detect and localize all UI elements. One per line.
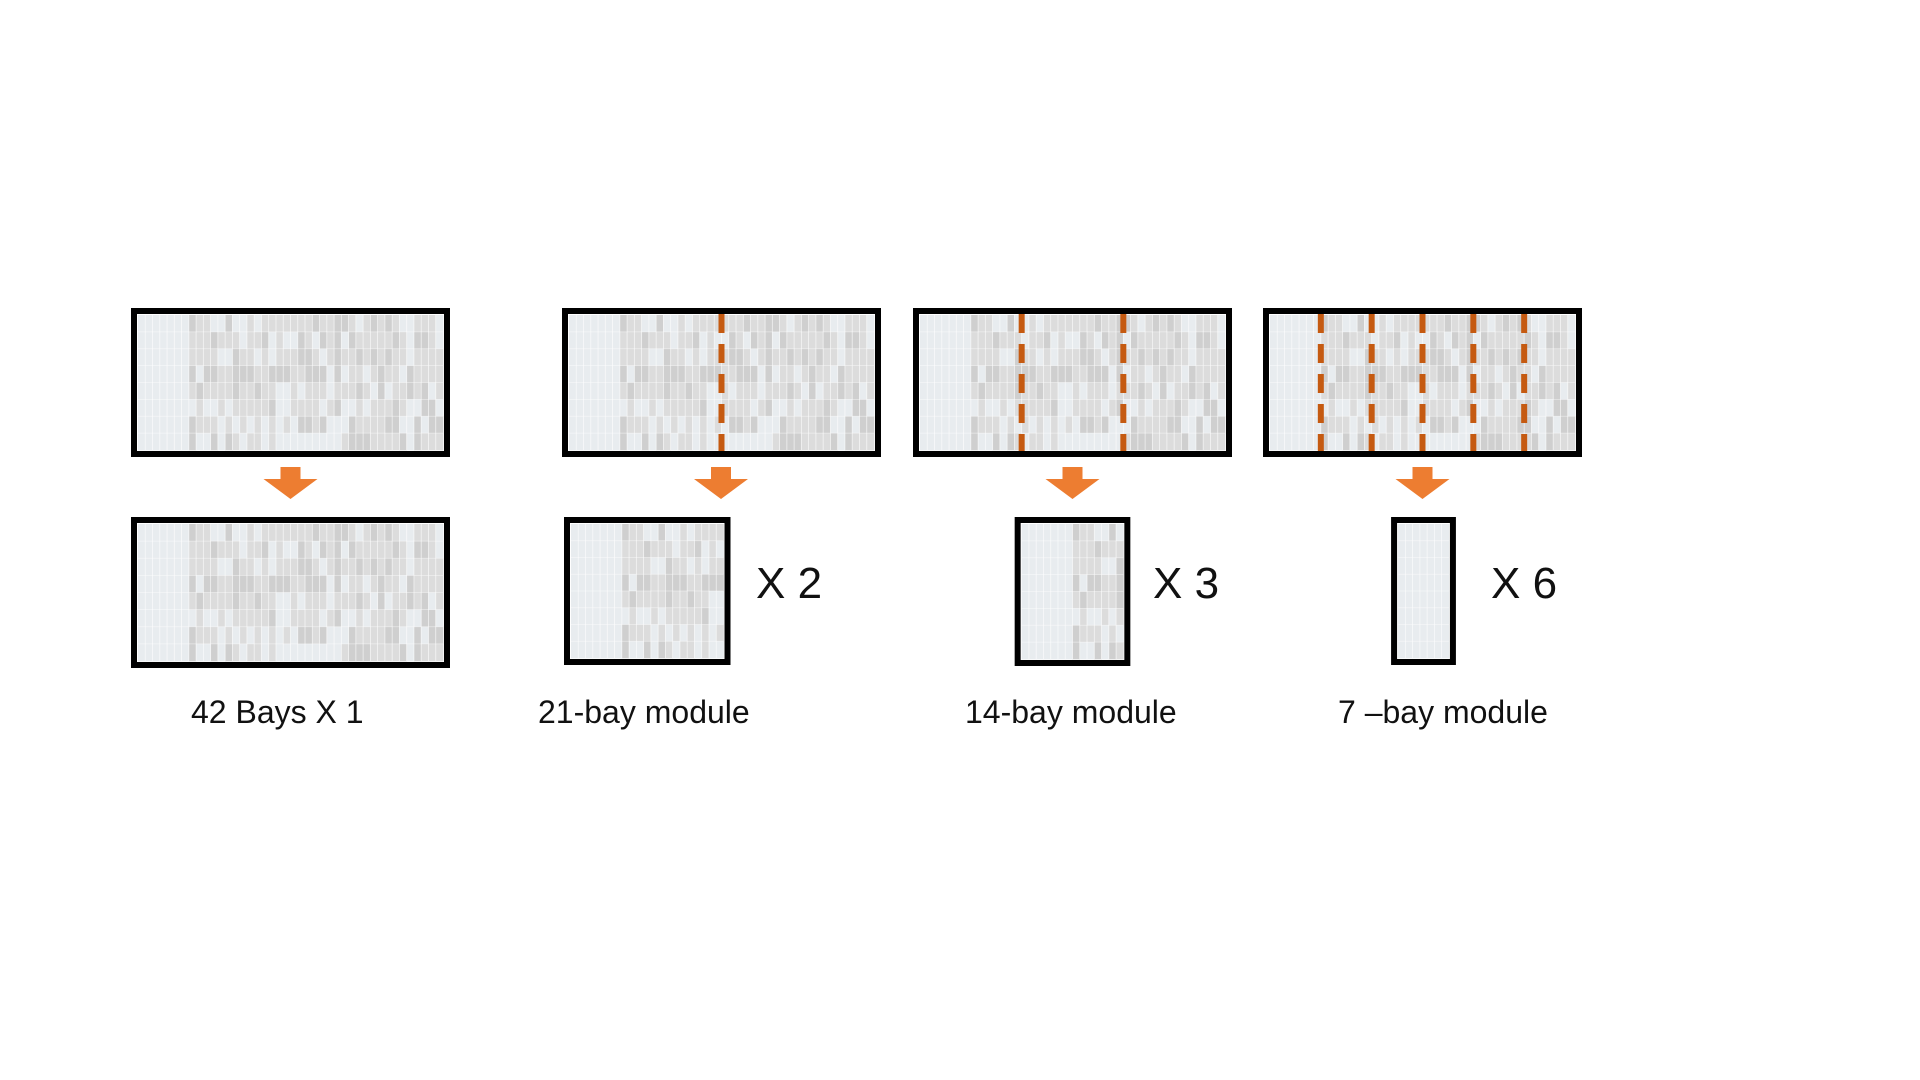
module-frame-42 — [131, 517, 450, 668]
multiplier-x3: X 3 — [1153, 559, 1220, 608]
down-arrow-icon — [1395, 467, 1450, 499]
module-frame-21 — [564, 517, 731, 665]
module-bays-42 — [138, 524, 444, 662]
down-arrow-icon — [694, 467, 748, 499]
assembly-bays-7 — [1270, 315, 1576, 451]
multiplier-x2: X 2 — [756, 559, 823, 608]
assembly-frame-42 — [131, 308, 450, 457]
assembly-bays-42 — [138, 315, 444, 451]
module-group-21-bay — [562, 308, 881, 665]
down-arrow-icon — [263, 467, 318, 499]
assembly-frame-21 — [562, 308, 881, 457]
module-bays-14 — [1021, 524, 1124, 660]
module-bays-7 — [1398, 524, 1450, 659]
module-group-14-bay — [913, 308, 1232, 666]
module-group-42-bay — [131, 308, 450, 668]
module-frame-14 — [1014, 517, 1131, 666]
caption-7-bay-module: 7 –bay module — [1338, 694, 1548, 730]
caption-14-bay-module: 14-bay module — [965, 694, 1177, 730]
module-group-7-bay — [1263, 308, 1582, 665]
caption-42-bays: 42 Bays X 1 — [191, 694, 364, 730]
assembly-frame-7 — [1263, 308, 1582, 457]
assembly-bays-14 — [920, 315, 1226, 451]
caption-21-bay-module: 21-bay module — [538, 694, 750, 730]
multiplier-x6: X 6 — [1491, 559, 1558, 608]
assembly-frame-14 — [913, 308, 1232, 457]
down-arrow-icon — [1045, 467, 1100, 499]
module-frame-7 — [1391, 517, 1456, 665]
module-bays-21 — [571, 524, 724, 659]
